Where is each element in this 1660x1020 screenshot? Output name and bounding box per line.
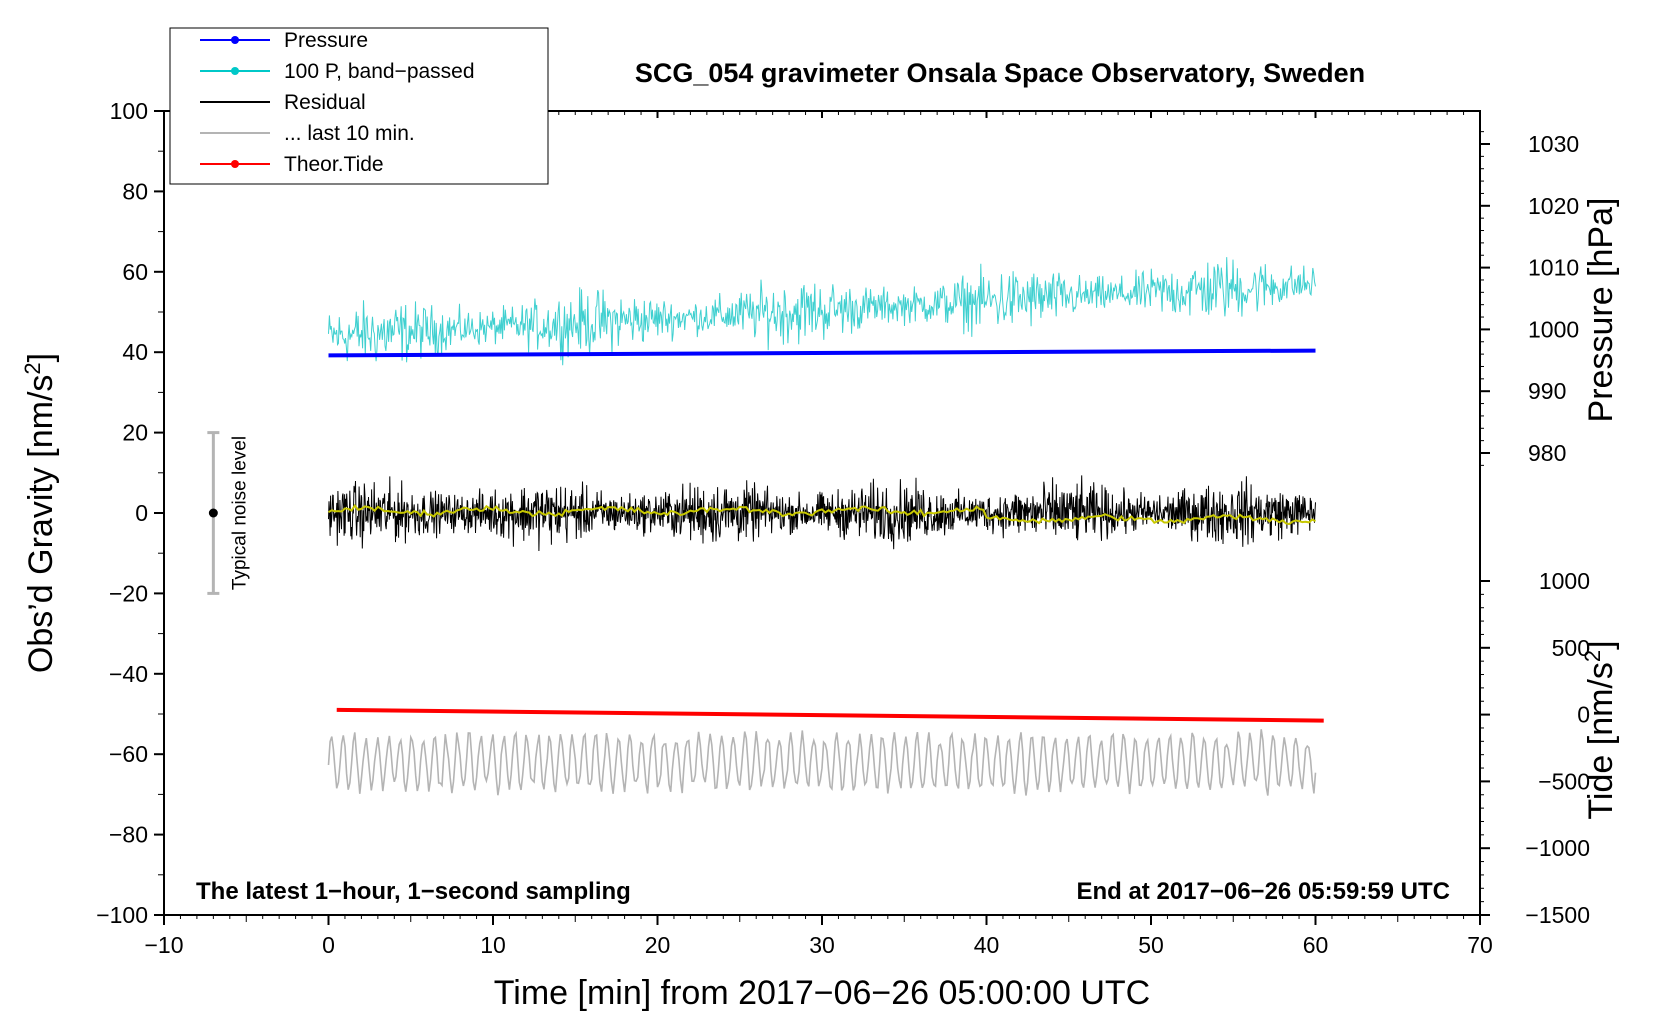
x-tick-label: 50 [1138,932,1164,958]
x-tick-label: 10 [480,932,506,958]
legend-label: ... last 10 min. [284,122,415,145]
legend-marker [231,67,239,75]
tide-tick-label: 0 [1577,702,1590,728]
series-last10min-line [327,729,1317,796]
series-tide-line [336,707,1324,723]
plot-frame [163,110,1481,916]
x-tick-label: 70 [1467,932,1493,958]
pressure-tick-label: 990 [1528,378,1566,404]
tide-tick-label: −500 [1538,768,1590,794]
tide-tick-label: 1000 [1539,568,1590,594]
pressure-tick-label: 1010 [1528,255,1579,281]
noise-level-label: Typical noise level [229,436,250,590]
tide-tick-label: −1000 [1525,835,1590,861]
axes-layer: −10 0 10 20 30 40 50 60 70100806040200−20−40−60−… [96,98,1590,958]
y-axis-title-pressure: Pressure [hPa] [1582,198,1620,423]
x-tick-label: 60 [1303,932,1329,958]
y-tick-label-left: −100 [96,902,148,928]
series-bandpassed-line [328,257,1316,366]
legend-label: Theor.Tide [284,153,384,176]
x-tick-label: 20 [645,932,671,958]
y-tick-label-left: 40 [122,339,148,365]
legend-marker [231,160,239,168]
legend-box [169,27,549,185]
y-tick-label-left: −80 [109,822,148,848]
tide-tick-label: −1500 [1525,902,1590,928]
x-axis-title: Time [min] from 2017−06−26 05:00:00 UTC [494,974,1150,1012]
legend-label: Residual [284,91,366,114]
legend: Pressure 100 P, band−passed Residual ... la… [169,27,549,185]
chart-title: SCG_054 gravimeter Onsala Space Observat… [635,58,1365,88]
y-tick-label-left: 20 [122,420,148,446]
legend-label: Pressure [284,29,368,52]
y-tick-label-left: −60 [109,741,148,767]
pressure-tick-label: 1000 [1528,316,1579,342]
y-tick-label-left: 0 [135,500,148,526]
pressure-tick-label: 1030 [1528,131,1579,157]
y-axis-title-left: Obs’d Gravity [nm/s2] [20,353,60,673]
pressure-tick-label: 980 [1528,440,1566,466]
series-residual-line [328,475,1316,552]
x-tick-label: 0 [322,932,335,958]
x-tick-label: 30 [809,932,835,958]
tide-tick-label: 500 [1552,635,1590,661]
legend-label: 100 P, band−passed [284,60,475,83]
series-pressure-line [328,348,1316,358]
y-tick-label-left: −20 [109,580,148,606]
x-tick-label: 40 [974,932,1000,958]
annotation-end-time: End at 2017−06−26 05:59:59 UTC [1076,878,1450,905]
y-tick-label-left: 80 [122,178,148,204]
data-layer [327,257,1324,796]
y-axis-title-tide: Tide [nm/s2] [1580,640,1620,819]
x-tick-label: −10 [144,932,183,958]
y-tick-label-left: −40 [109,661,148,687]
pressure-tick-label: 1020 [1528,193,1579,219]
series-residual-smoothed-line [328,503,1316,526]
y-tick-label-left: 100 [110,98,148,124]
legend-marker [231,36,239,44]
noise-level-dot [208,508,218,518]
annotation-sampling: The latest 1−hour, 1−second sampling [196,878,631,905]
y-tick-label-left: 60 [122,259,148,285]
